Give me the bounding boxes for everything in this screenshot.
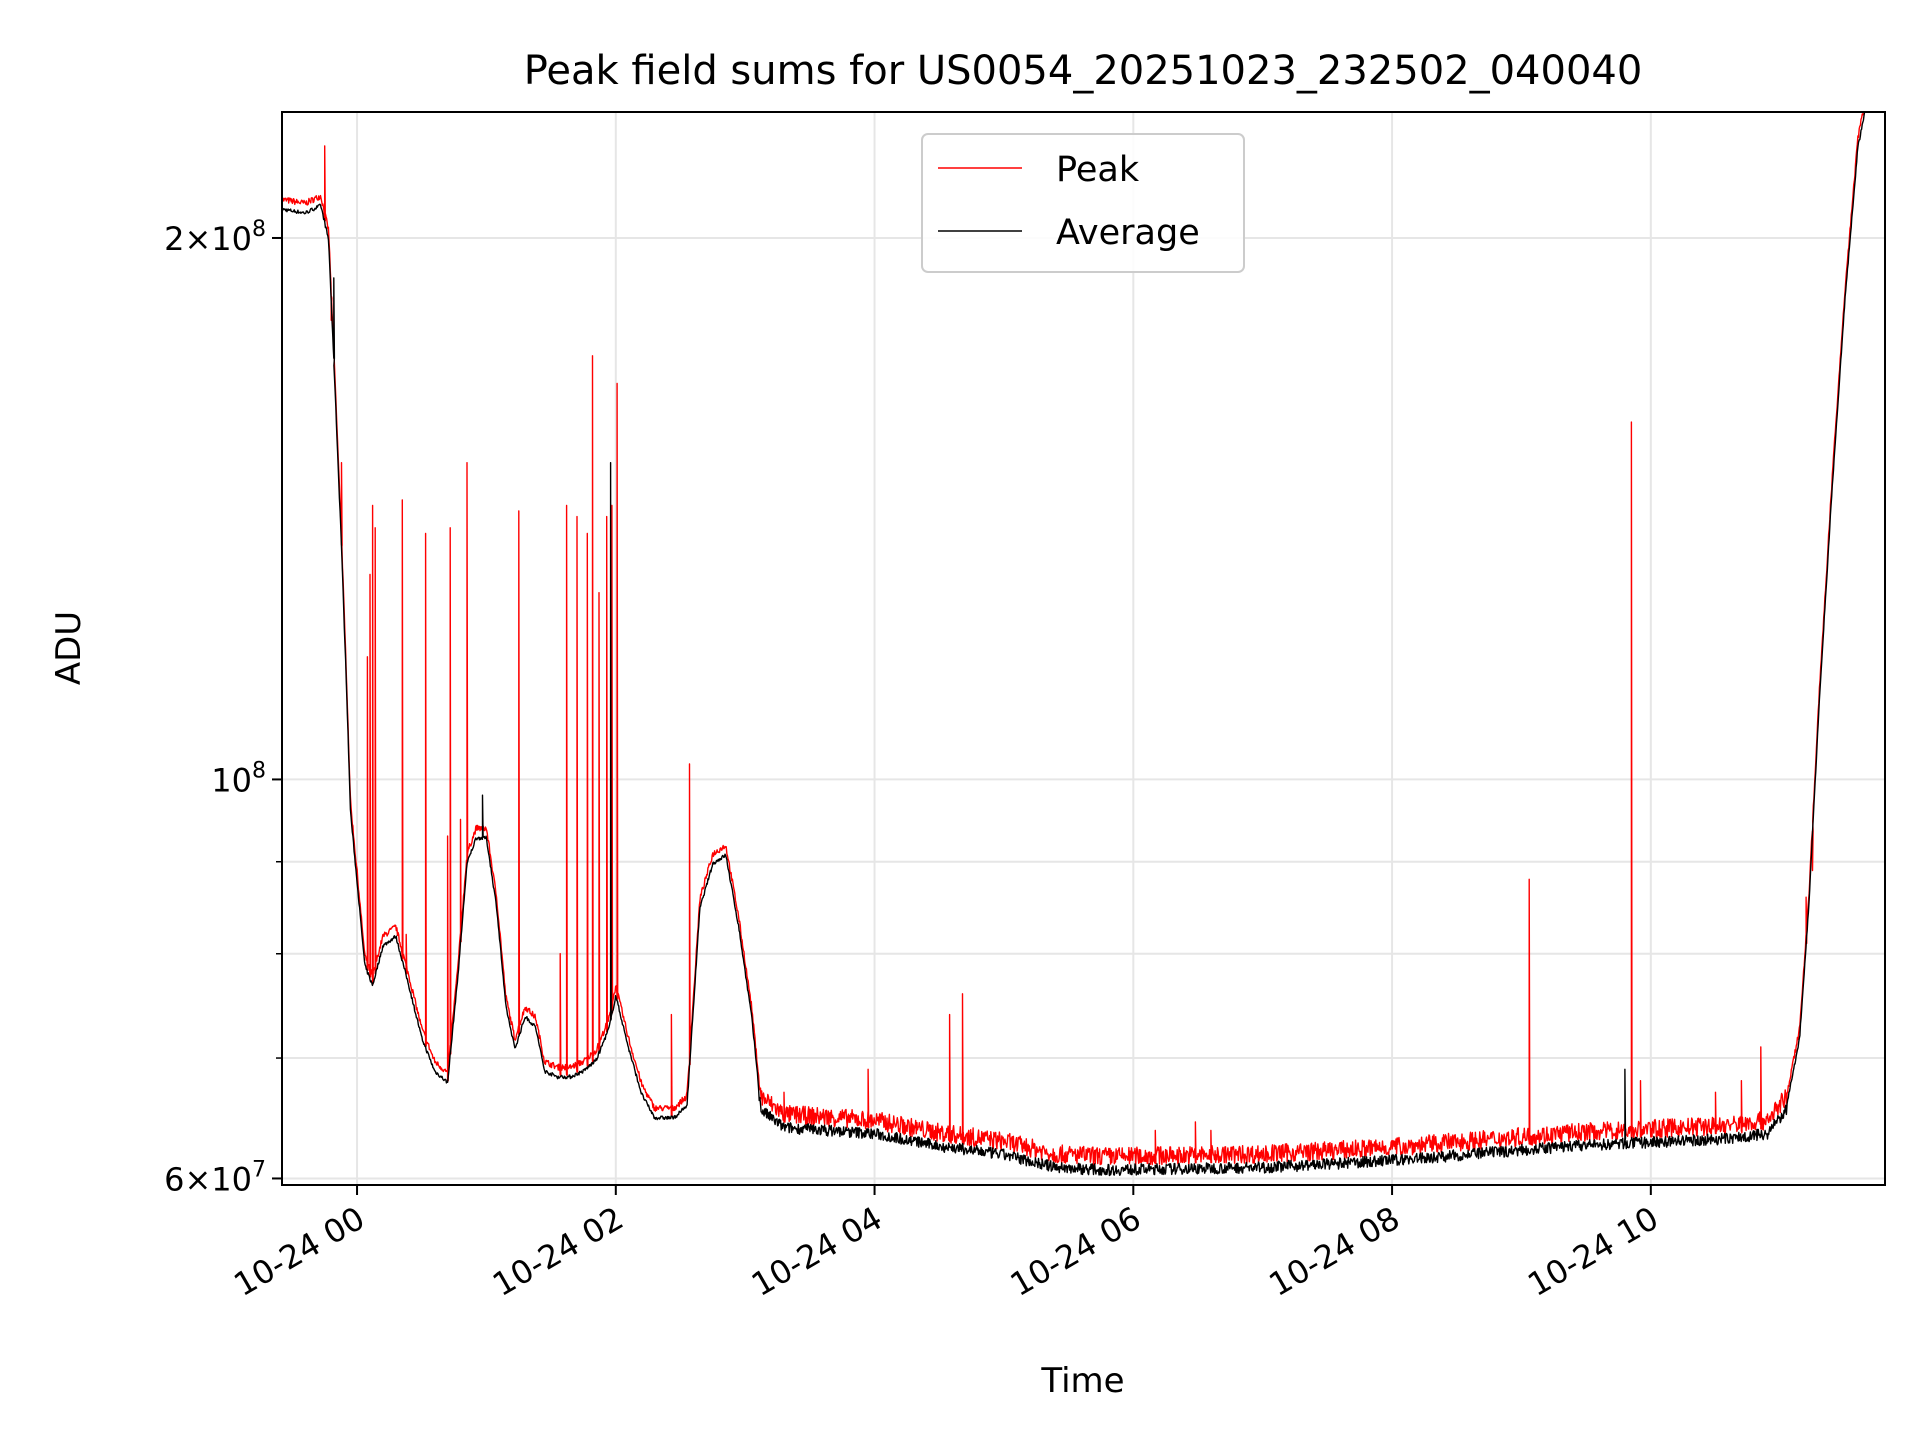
x-axis-label: Time [1040,1361,1124,1401]
legend-average-label: Average [1056,213,1200,253]
y-tick-label: 2×108 [164,217,266,258]
legend: Peak Average [921,133,1245,273]
chart-title: Peak field sums for US0054_20251023_2325… [524,48,1643,94]
series-layer [282,112,1866,1177]
legend-peak-label: Peak [1056,150,1140,190]
grid-layer [282,112,1885,1185]
y-tick-label: 6×107 [164,1157,266,1198]
series-line-average [282,112,1866,1177]
plot-frame [281,111,1886,1186]
series-line-peak [282,112,1864,1166]
y-axis-label: ADU [49,611,89,685]
